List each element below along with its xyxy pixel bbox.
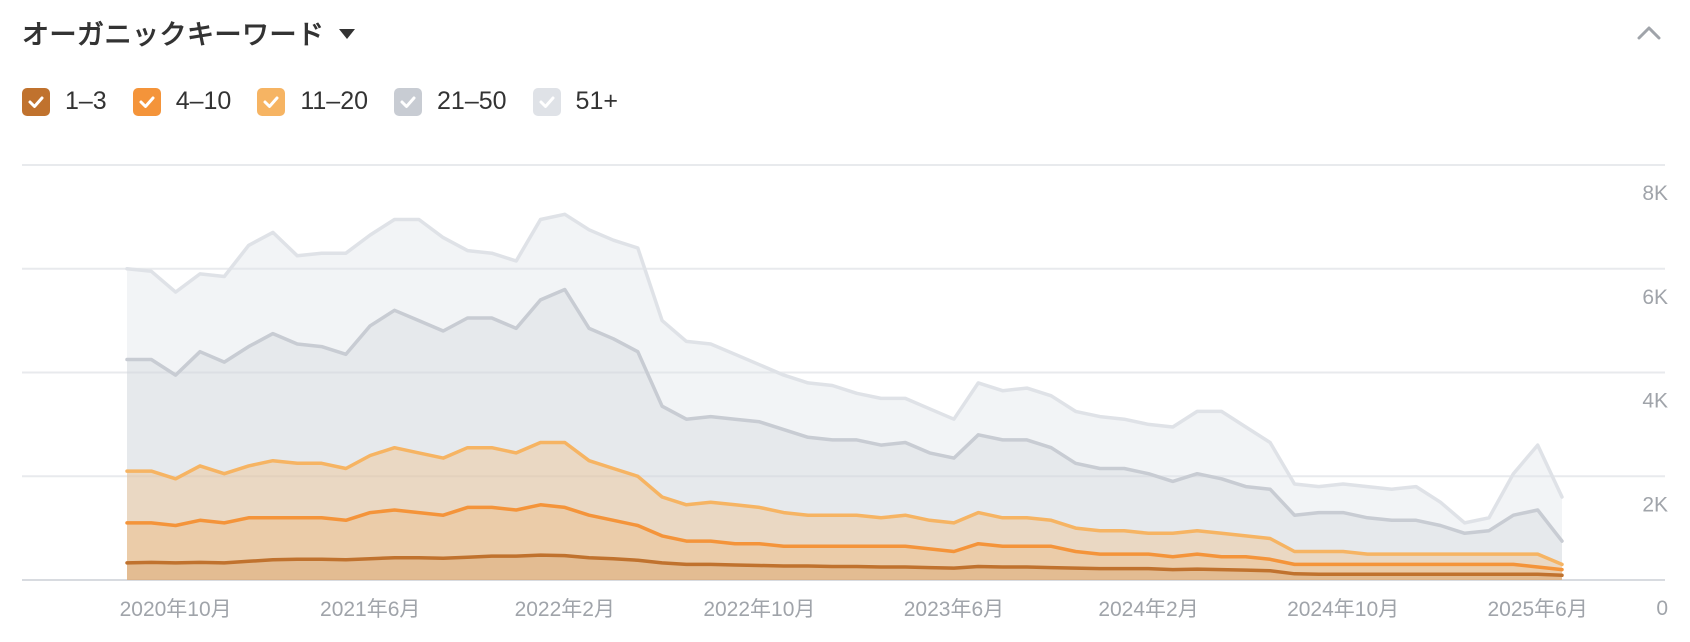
series-line (125, 212, 1564, 525)
y-tick-label: 4K (1642, 390, 1668, 413)
legend-label: 51+ (575, 87, 618, 115)
y-tick-label: 8K (1642, 182, 1668, 205)
series-line (125, 503, 1564, 572)
series-area (127, 504, 1562, 580)
x-tick-label: 2022年2月 (515, 598, 615, 621)
legend-item-4-10[interactable]: 4–10 (132, 87, 232, 116)
x-tick-label: 2024年2月 (1098, 598, 1198, 621)
checkbox-icon[interactable] (257, 87, 286, 116)
chart-header: オーガニックキーワード (22, 10, 355, 54)
y-tick-label: 2K (1642, 493, 1668, 516)
caret-down-icon[interactable] (338, 29, 355, 39)
series-line (125, 553, 1564, 578)
series-line (125, 440, 1564, 567)
legend-label: 1–3 (65, 87, 107, 115)
checkbox-icon[interactable] (132, 87, 161, 116)
legend-item-51-plus[interactable]: 51+ (532, 87, 618, 116)
legend-label: 11–20 (300, 87, 369, 115)
y-tick-label: 0 (1656, 597, 1668, 620)
checkbox-icon[interactable] (22, 87, 50, 116)
legend-label: 4–10 (175, 87, 232, 115)
area-chart: 8K 6K 4K 2K 0 2020年10月 2021年6月 2022年2月 2022年10月 2… (22, 164, 1668, 621)
legend-item-21-50[interactable]: 21–50 (394, 87, 507, 116)
series-line (125, 287, 1564, 543)
legend-item-1-3[interactable]: 1–3 (22, 87, 107, 116)
x-tick-label: 2025年6月 (1487, 598, 1587, 621)
x-tick-label: 2023年6月 (904, 598, 1004, 621)
legend: 1–3 4–10 11–20 21–50 51+ (22, 87, 644, 116)
chart-title: オーガニックキーワード (22, 19, 325, 51)
legend-label: 21–50 (437, 87, 507, 115)
x-tick-label: 2020年10月 (120, 598, 232, 621)
legend-item-11-20[interactable]: 11–20 (257, 87, 368, 116)
x-tick-label: 2022年10月 (703, 598, 815, 621)
checkbox-icon[interactable] (394, 87, 423, 116)
y-tick-label: 6K (1642, 286, 1668, 309)
x-tick-label: 2024年10月 (1287, 598, 1399, 621)
checkbox-icon[interactable] (532, 87, 561, 116)
series-area (127, 442, 1562, 580)
chevron-up-icon[interactable] (1634, 18, 1664, 48)
series-area (127, 214, 1562, 581)
x-tick-label: 2021年6月 (320, 598, 420, 621)
